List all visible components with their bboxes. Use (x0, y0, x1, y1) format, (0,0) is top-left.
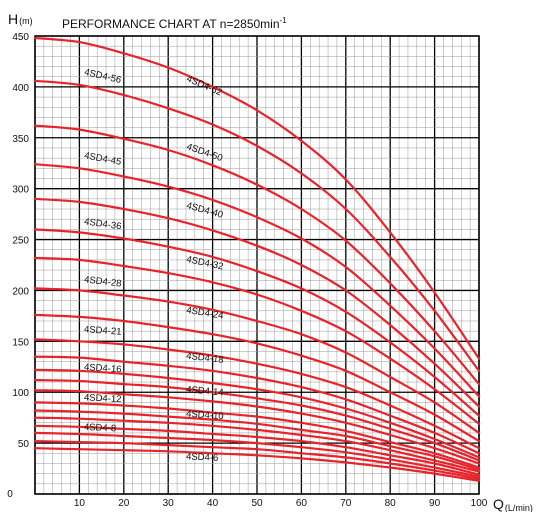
y-tick-label: 350 (12, 134, 29, 145)
y-axis-title: H(m) (8, 11, 33, 27)
curve-line (33, 256, 481, 425)
curve-label: 4SD4-36 (83, 216, 122, 232)
curve-line (33, 124, 481, 386)
curve-label: 4SD4-8 (84, 422, 117, 434)
y-tick-label: 400 (12, 83, 29, 94)
x-tick-label: 50 (251, 498, 263, 509)
y-tick-label: 100 (12, 388, 29, 399)
curve-line (33, 440, 481, 480)
curve-line (33, 197, 481, 408)
y-tick-label: 250 (12, 236, 29, 247)
curve-line (33, 416, 481, 473)
curve-label: 4SD4-16 (84, 362, 122, 376)
x-tick-label: 70 (340, 498, 352, 509)
curve-line (33, 401, 481, 469)
y-tick-label: 150 (12, 337, 29, 348)
curve-line (33, 447, 481, 482)
y-tick-label: 300 (12, 185, 29, 196)
x-tick-label: 100 (471, 498, 488, 509)
x-tick-label: 30 (163, 498, 175, 509)
x-tick-label: 60 (296, 498, 308, 509)
curve-line (33, 36, 481, 360)
curve-label: 4SD4-21 (84, 324, 122, 338)
curve-label: 4SD4-10 (186, 409, 224, 423)
plot-frame (34, 35, 480, 495)
axis-ticks: 10 20 30 40 50 60 70 80 90 100 50 100 150 200 250 300 35… (7, 32, 488, 509)
curve-line (33, 338, 481, 450)
curve-line (33, 228, 481, 417)
origin-label: 0 (7, 489, 13, 500)
curve-label: 4SD4-14 (186, 384, 224, 398)
y-tick-label: 50 (18, 439, 30, 450)
curve-line (33, 378, 481, 462)
curve-line (33, 389, 481, 465)
chart-title: PERFORMANCE CHART AT n=2850min-1 (62, 16, 287, 31)
x-tick-label: 40 (207, 498, 219, 509)
curve-line (33, 431, 481, 478)
x-tick-label: 90 (429, 498, 441, 509)
curve-line (33, 424, 481, 476)
curve-labels: 4SD4-6 4SD4-8 4SD4-10 4SD4-12 4SD4-14 4SD4-16… (83, 67, 224, 464)
performance-curves (33, 36, 481, 482)
x-axis-title: Q(L/min) (493, 496, 533, 512)
curve-line (33, 313, 481, 443)
curve-line (33, 287, 481, 434)
curve-line (33, 355, 481, 455)
curve-label: 4SD4-28 (83, 274, 122, 289)
curve-line (33, 409, 481, 471)
y-tick-label: 450 (12, 32, 29, 43)
curve-label: 4SD4-18 (186, 351, 225, 366)
curve-line (33, 163, 481, 398)
x-tick-label: 80 (385, 498, 397, 509)
curve-label: 4SD4-6 (186, 451, 219, 463)
y-tick-label: 200 (12, 286, 29, 297)
curve-label: 4SD4-12 (84, 392, 122, 405)
x-tick-label: 10 (74, 498, 86, 509)
x-tick-label: 20 (118, 498, 130, 509)
curve-line (33, 368, 481, 459)
curve-line (33, 79, 481, 372)
